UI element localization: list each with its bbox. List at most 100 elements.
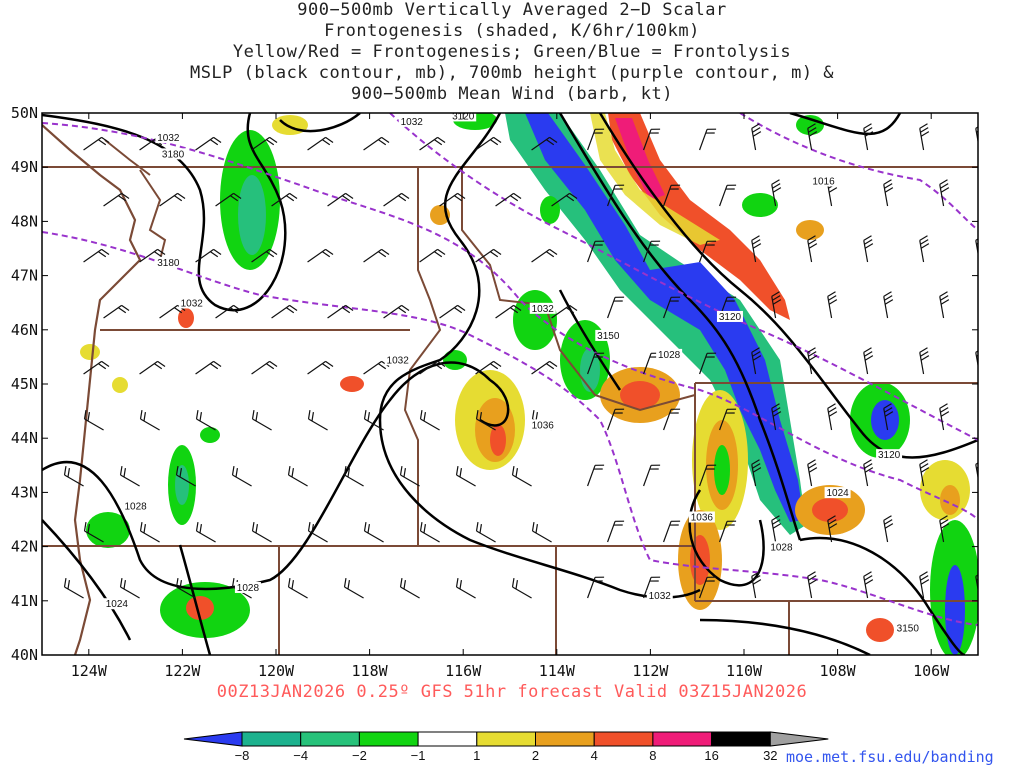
- colorbar-segment: [652, 731, 713, 747]
- wind-barb: [399, 578, 420, 599]
- wind-barb: [419, 360, 446, 375]
- wind-barb: [307, 360, 334, 375]
- wind-barb: [699, 352, 717, 375]
- wind-barb: [827, 291, 838, 319]
- wind-barb: [363, 522, 384, 543]
- wind-barb: [455, 466, 476, 487]
- colorbar-segment: [535, 731, 595, 747]
- wind-barb: [607, 296, 625, 319]
- wind-barb: [531, 522, 552, 543]
- wind-barb: [195, 410, 216, 431]
- wind-barb: [511, 578, 532, 599]
- longitude-label: 124W: [71, 662, 108, 680]
- source-credit[interactable]: moe.met.fsu.edu/banding: [786, 748, 994, 766]
- wind-barb: [863, 571, 874, 599]
- wind-barb: [643, 464, 661, 487]
- longitude-label: 122W: [164, 662, 201, 680]
- wind-barb: [551, 304, 578, 319]
- longitude-label: 108W: [820, 662, 857, 680]
- colorbar-label: −2: [352, 748, 367, 763]
- wind-barb: [663, 520, 681, 543]
- contour-labels: 1032 3120 1032 3180 3180 1032 1032 1032 3150 1028…: [103, 113, 921, 635]
- latitude-label: 49N: [11, 158, 38, 176]
- wind-barb: [751, 571, 762, 599]
- wind-barb: [807, 347, 818, 375]
- latitude-label: 47N: [11, 267, 38, 285]
- wind-barb: [587, 352, 605, 375]
- contour-label: 1032: [387, 355, 410, 366]
- contour-label: 1024: [826, 488, 849, 499]
- wind-barb: [307, 248, 334, 263]
- wind-barb: [699, 240, 717, 263]
- wind-barb: [807, 235, 818, 263]
- wind-barb: [827, 403, 838, 431]
- frontogenesis-band-yellow: [590, 113, 720, 245]
- wind-barb: [119, 578, 140, 599]
- latitude-label: 45N: [11, 375, 38, 393]
- wind-barb: [251, 136, 278, 151]
- contour-label-bg: [876, 449, 903, 461]
- wind-barb: [939, 291, 950, 319]
- colorbar-label: −1: [411, 748, 426, 763]
- wind-barb: [307, 136, 334, 151]
- wind-barb: [996, 404, 1005, 430]
- wind-barb: [419, 410, 440, 431]
- wind-barb: [607, 408, 625, 431]
- wind-barb: [475, 248, 502, 263]
- latitude-label: 50N: [11, 104, 38, 122]
- wind-barb: [383, 192, 410, 207]
- contour-label-bg: [155, 256, 182, 268]
- contour-label: 3150: [597, 331, 620, 342]
- contour-label: 1032: [181, 298, 204, 309]
- wind-barb: [439, 192, 466, 207]
- wind-barb: [383, 304, 410, 319]
- wind-barb: [827, 515, 838, 543]
- wind-barb: [771, 403, 782, 431]
- wind-barb: [663, 296, 681, 319]
- contour-label: 1032: [649, 591, 672, 602]
- longitude-label: 118W: [352, 662, 389, 680]
- wind-barb: [83, 410, 104, 431]
- frontogenesis-band-red: [608, 113, 790, 320]
- wind-barb: [307, 410, 328, 431]
- wind-barb: [419, 522, 440, 543]
- wind-barbs: [63, 123, 1005, 599]
- wind-barb: [939, 179, 950, 207]
- wind-barb: [307, 522, 328, 543]
- wind-barb: [475, 410, 496, 431]
- wind-barb: [996, 292, 1005, 318]
- wind-barb: [363, 248, 390, 263]
- wind-barb: [195, 522, 216, 543]
- contour-label-bg: [398, 115, 425, 127]
- wind-barb: [531, 136, 558, 151]
- contour-label-bg: [824, 487, 851, 499]
- wind-barb: [587, 128, 605, 151]
- contour-label: 1028: [658, 350, 681, 361]
- wind-barb: [103, 192, 130, 207]
- contour-label: 3180: [162, 149, 185, 160]
- shading-patches: [80, 113, 978, 655]
- wind-barb: [719, 184, 737, 207]
- contour-label-bg: [234, 581, 261, 593]
- contour-label-bg: [178, 297, 205, 309]
- colorbar-segment: [593, 731, 654, 747]
- longitude-label: 110W: [726, 662, 763, 680]
- wind-barb: [719, 520, 737, 543]
- longitude-labels: 124W 122W 120W 118W 116W 114W 112W 110W 108W 106W: [71, 662, 950, 680]
- colorbar-label: 8: [649, 748, 656, 763]
- wind-barb: [419, 136, 446, 151]
- contour-label-bg: [122, 500, 149, 512]
- wind-barb: [607, 184, 625, 207]
- wind-barb: [363, 410, 384, 431]
- title-line-3: Yellow/Red = Frontogenesis; Green/Blue =…: [232, 42, 792, 62]
- wind-barb: [439, 304, 466, 319]
- contour-label-bg: [595, 329, 622, 341]
- wind-barb: [175, 466, 196, 487]
- contour-label-bg: [103, 598, 130, 610]
- longitude-label: 120W: [258, 662, 295, 680]
- wind-barb: [63, 466, 84, 487]
- title-line-1: 900−500mb Vertically Averaged 2−D Scalar: [297, 0, 727, 20]
- wind-barb: [399, 466, 420, 487]
- wind-barb: [771, 179, 782, 207]
- colorbar-segment: [711, 731, 771, 747]
